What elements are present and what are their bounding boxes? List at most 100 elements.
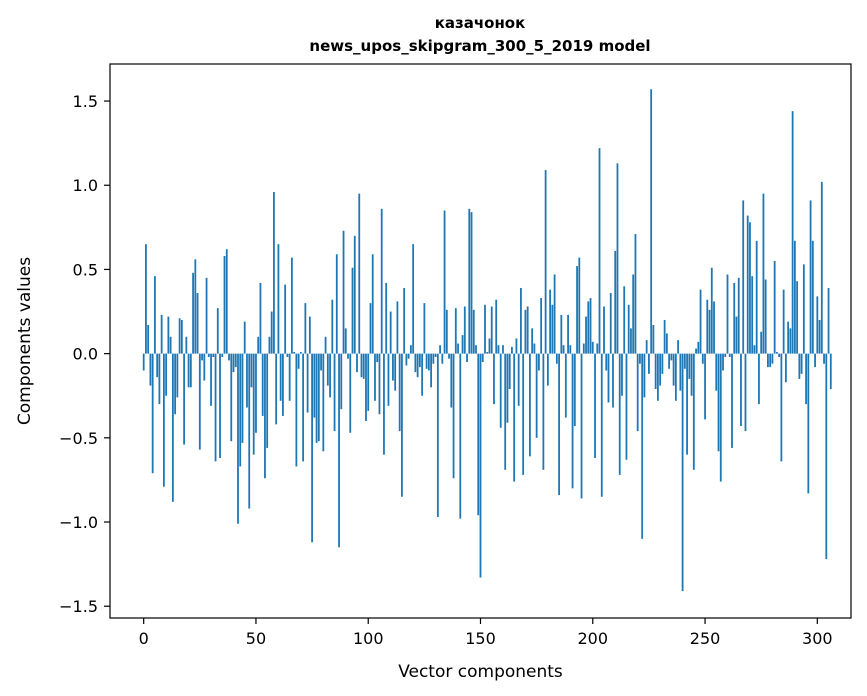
bar-component-259 xyxy=(724,353,727,357)
bar-component-134 xyxy=(443,210,446,354)
bar-component-98 xyxy=(362,353,365,379)
bar-component-194 xyxy=(578,257,581,354)
bar-component-292 xyxy=(798,353,801,379)
bar-component-84 xyxy=(331,299,334,354)
x-tick-label-0: 0 xyxy=(139,629,149,648)
x-tick-label-250: 250 xyxy=(690,629,721,648)
bar-component-86 xyxy=(335,254,338,354)
bar-component-282 xyxy=(776,351,778,354)
bar-component-191 xyxy=(571,353,574,489)
bar-component-103 xyxy=(374,353,376,401)
bar-component-113 xyxy=(396,301,399,354)
bar-component-65 xyxy=(288,353,291,401)
bar-component-250 xyxy=(704,353,706,420)
bar-component-238 xyxy=(677,340,679,354)
bar-component-211 xyxy=(616,163,619,354)
bar-component-183 xyxy=(553,274,556,354)
bar-component-227 xyxy=(652,325,655,354)
bar-component-290 xyxy=(793,240,796,354)
bar-component-181 xyxy=(549,289,552,354)
bar-component-215 xyxy=(625,353,628,460)
bar-component-72 xyxy=(304,303,307,354)
bar-component-89 xyxy=(342,230,345,354)
y-axis-label: Components values xyxy=(15,257,35,425)
bar-component-59 xyxy=(275,353,278,425)
bar-component-36 xyxy=(223,255,226,354)
bar-component-79 xyxy=(320,353,322,371)
bar-component-20 xyxy=(187,353,190,388)
bar-component-301 xyxy=(818,319,821,354)
bar-component-235 xyxy=(670,353,673,361)
bar-component-119 xyxy=(409,345,412,354)
bar-component-135 xyxy=(445,309,448,354)
bar-component-31 xyxy=(212,353,215,357)
bar-component-160 xyxy=(502,345,504,354)
bar-component-64 xyxy=(286,353,289,357)
bar-component-133 xyxy=(441,353,444,364)
bar-component-30 xyxy=(210,353,212,406)
bar-component-198 xyxy=(587,301,590,354)
bar-component-129 xyxy=(432,353,435,364)
bar-component-168 xyxy=(520,287,522,354)
bar-component-262 xyxy=(731,353,733,448)
bar-component-239 xyxy=(679,353,682,391)
bar-component-71 xyxy=(302,353,305,462)
bar-component-240 xyxy=(681,353,684,592)
bar-component-1 xyxy=(145,244,147,354)
bar-component-169 xyxy=(522,353,525,475)
x-tick-label-300: 300 xyxy=(802,629,833,648)
bar-component-220 xyxy=(636,353,639,432)
bar-component-228 xyxy=(654,353,657,389)
bar-component-291 xyxy=(796,281,799,354)
bar-component-23 xyxy=(194,259,197,354)
bar-component-17 xyxy=(180,319,183,354)
bar-component-185 xyxy=(558,353,560,496)
bar-component-283 xyxy=(778,353,781,357)
bar-component-231 xyxy=(661,353,664,374)
bar-component-97 xyxy=(360,353,363,378)
bar-component-67 xyxy=(293,351,296,354)
bar-component-10 xyxy=(165,353,168,396)
bar-component-255 xyxy=(715,353,718,391)
bar-component-196 xyxy=(582,343,585,354)
bar-component-229 xyxy=(656,353,659,401)
bar-component-279 xyxy=(769,353,772,368)
bar-component-201 xyxy=(594,353,596,459)
chart-title-line-1: казачонок xyxy=(435,14,526,32)
bar-component-243 xyxy=(688,353,691,379)
bar-component-180 xyxy=(546,353,549,386)
bar-component-141 xyxy=(459,353,462,519)
bar-component-257 xyxy=(719,353,722,482)
bar-component-305 xyxy=(827,287,830,354)
bar-component-45 xyxy=(243,321,246,354)
bar-component-85 xyxy=(333,353,336,432)
bar-component-22 xyxy=(192,272,194,354)
bar-component-4 xyxy=(151,353,154,474)
bar-component-102 xyxy=(371,254,374,354)
bar-component-179 xyxy=(544,170,547,354)
bar-component-83 xyxy=(329,353,331,398)
bar-component-151 xyxy=(481,353,484,363)
bar-component-208 xyxy=(609,293,612,354)
bar-component-218 xyxy=(632,274,635,354)
bar-component-93 xyxy=(351,267,354,354)
bar-component-150 xyxy=(479,353,482,578)
bar-component-144 xyxy=(466,353,468,363)
bar-component-111 xyxy=(392,353,394,381)
bar-component-121 xyxy=(414,353,417,373)
bar-component-136 xyxy=(448,353,450,359)
bar-component-95 xyxy=(356,353,358,373)
bar-component-306 xyxy=(829,353,832,389)
bar-component-230 xyxy=(659,353,662,386)
bar-component-224 xyxy=(645,340,648,354)
bar-component-280 xyxy=(771,353,774,364)
bar-component-123 xyxy=(418,353,421,368)
bar-component-207 xyxy=(607,353,610,403)
x-tick-label-150: 150 xyxy=(465,629,496,648)
bar-component-128 xyxy=(430,353,432,388)
bar-component-204 xyxy=(600,353,603,497)
bar-component-120 xyxy=(412,244,415,354)
bar-component-41 xyxy=(234,353,237,368)
bar-component-293 xyxy=(800,353,803,374)
bar-component-178 xyxy=(542,353,545,470)
